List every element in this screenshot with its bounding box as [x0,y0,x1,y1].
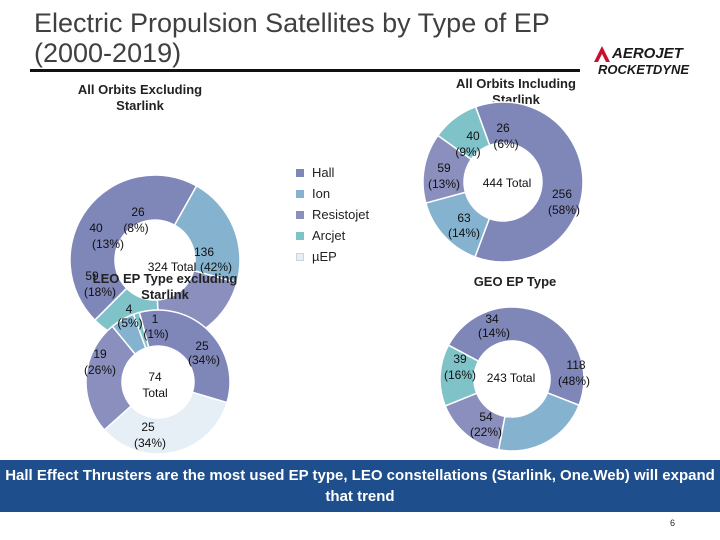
legend-label-arcjet: Arcjet [312,228,346,243]
aerojet-rocketdyne-logo: AEROJET ROCKETDYNE [594,45,689,77]
chart-2-slice-hall [474,101,584,263]
chart-4-label-39: 39 [453,352,467,366]
slide-title: Electric Propulsion Satellites by Type o… [34,8,550,68]
donut-chart-geo: 243 Total 34 (14%) 39 (16%) 118 (48%) 54… [439,306,590,452]
chart-2-slices [422,101,584,263]
legend-label-ion: Ion [312,186,331,201]
chart-4-label-48pct: (48%) [558,374,590,388]
legend-swatch-uep [296,252,304,261]
logo-line-2: ROCKETDYNE [598,62,689,77]
chart-1-label-40: 40 [89,221,103,235]
chart-4-slice-ion [497,391,581,452]
summary-banner: Hall Effect Thrusters are the most used … [0,460,720,512]
chart-4-center-label: 243 Total [487,371,536,385]
legend-swatch-ion [296,189,304,198]
chart-2-label-256: 256 [552,187,572,201]
legend-swatch-arcjet [296,231,304,240]
chart-4-label-34: 34 [485,312,499,326]
chart-3-label-25-hall: 25 [195,339,209,353]
chart-2-label-59: 59 [437,161,451,175]
chart-4-label-54: 54 [479,410,493,424]
legend-swatch-hall [296,168,304,177]
legend-label-hall: Hall [312,165,335,180]
chart-1-label-26: 26 [131,205,145,219]
chart-3-label-26pct: (26%) [84,363,116,377]
chart-2-label-40: 40 [466,129,480,143]
chart-3-slice-hall [138,309,231,404]
chart-4-slice-hall [447,306,585,407]
chart-3-slices [85,309,231,455]
chart-3-slice-resistojet [85,325,137,432]
chart-3-label-5pct: (5%) [117,316,142,330]
legend-item-ion: Ion [296,183,369,204]
chart-4-label-16pct: (16%) [444,368,476,382]
legend-label-uep: µEP [312,249,337,264]
chart-3-label-34pct-uep: (34%) [134,436,166,450]
logo-mark [594,46,610,62]
chart-3-label-4: 4 [126,302,133,316]
chart-2-label-14pct: (14%) [448,226,480,240]
chart-1-label-18pct: (18%) [84,285,116,299]
chart-3-label-25-uep: 25 [141,420,155,434]
legend-label-resistojet: Resistojet [312,207,370,222]
legend-item-resistojet: Resistojet [296,204,369,225]
chart-2-label-9pct: (9%) [455,145,480,159]
legend-item-arcjet: Arcjet [296,225,369,246]
donut-chart-leo: 74 Total 4 (5%) 1 (1%) 25 (34%) 19 (26%)… [84,302,231,455]
chart-3-center-label-line2: Total [142,386,167,400]
legend-swatch-resistojet [296,210,304,219]
chart-4-label-14pct: (14%) [478,326,510,340]
chart-1-label-136: 136 [194,245,214,259]
chart-1-title: All Orbits Excluding Starlink [77,82,203,113]
chart-3-slice--ep [103,391,228,455]
chart-3-label-1pct: (1%) [143,327,168,341]
chart-2-label-63: 63 [457,211,471,225]
legend-item-uep: µEP [296,246,369,267]
chart-3-slice-arcjet [132,311,150,350]
chart-1-label-8pct: (8%) [123,221,148,235]
chart-3-label-19: 19 [93,347,107,361]
chart-3-center-label-line1: 74 [148,370,162,384]
donut-chart-all-orbits-incl-starlink: 444 Total 26 (6%) 40 (9%) 59 (13%) 256 (… [422,101,584,263]
chart-1-label-59: 59 [85,269,99,283]
chart-1-slice-hall [69,174,198,322]
logo-line-1: AEROJET [611,45,685,62]
chart-2-label-26: 26 [496,121,510,135]
chart-4-title: GEO EP Type [473,274,557,289]
chart-4-slice-arcjet [439,344,480,407]
chart-4-label-118: 118 [566,358,585,372]
donut-chart-all-orbits-excl-starlink: 324 Total 26 (8%) 40 (13%) 136 (42%) 59 … [69,174,241,346]
chart-2-center-label: 444 Total [483,176,532,190]
title-underline [30,69,580,72]
chart-2-label-58pct: (58%) [548,203,580,217]
chart-3-label-34pct-hall: (34%) [188,353,220,367]
chart-4-slices [439,306,585,452]
chart-legend: Hall Ion Resistojet Arcjet µEP [296,162,369,267]
chart-2-label-6pct: (6%) [493,137,518,151]
chart-3-label-1: 1 [152,312,159,326]
page-number: 6 [670,518,676,528]
chart-1-label-13pct: (13%) [92,237,124,251]
chart-1-label-42pct: (42%) [200,260,232,274]
chart-1-center-label: 324 Total [148,260,197,274]
chart-3-title: LEO EP Type excluding Starlink [92,271,238,302]
chart-2-slice-arcjet [436,105,491,161]
chart-2-label-13pct: (13%) [428,177,460,191]
legend-item-hall: Hall [296,162,369,183]
chart-4-label-22pct: (22%) [470,425,502,439]
